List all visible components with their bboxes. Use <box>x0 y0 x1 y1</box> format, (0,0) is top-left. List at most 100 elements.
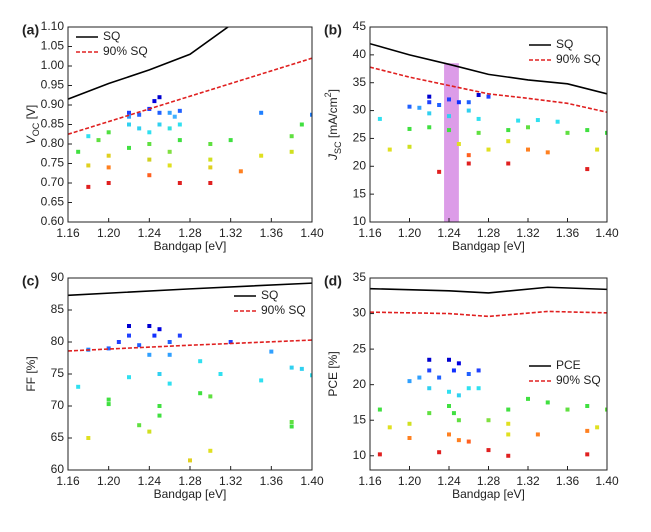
data-point <box>466 439 471 444</box>
data-point <box>427 368 432 373</box>
x-tick-label: 1.28 <box>178 474 202 488</box>
data-point <box>177 122 182 127</box>
data-point <box>177 333 182 338</box>
data-point <box>310 373 312 378</box>
data-point <box>188 458 192 463</box>
data-point <box>106 130 111 135</box>
data-point <box>476 130 481 135</box>
y-axis-label: PCE [%] <box>326 351 340 396</box>
data-point <box>447 432 451 437</box>
data-point <box>565 407 570 412</box>
data-point <box>208 165 213 170</box>
data-point <box>127 110 131 115</box>
data-point <box>555 119 560 124</box>
x-tick-label: 1.32 <box>219 474 243 488</box>
x-tick-label: 1.24 <box>138 474 162 488</box>
y-tick-label: 0.85 <box>41 117 65 131</box>
y-tick-label: 20 <box>353 377 367 391</box>
plot-frame <box>369 277 608 471</box>
data-point <box>157 95 162 100</box>
y-tick-label: 1.05 <box>41 39 65 53</box>
y-tick-label: 70 <box>51 398 65 412</box>
legend-label: 90% SQ <box>556 373 601 387</box>
data-point <box>447 389 451 394</box>
x-tick-label: 1.40 <box>595 474 619 488</box>
legend-label: SQ <box>103 29 120 43</box>
y-tick-label: 0.65 <box>41 195 65 209</box>
data-point <box>269 349 274 354</box>
x-tick-label: 1.32 <box>516 474 540 488</box>
data-point <box>585 452 590 457</box>
data-point <box>116 340 121 344</box>
data-point <box>289 420 294 424</box>
data-point <box>106 397 111 402</box>
data-point <box>545 400 550 405</box>
data-point <box>516 118 521 123</box>
panel-label: (b) <box>324 22 342 38</box>
data-point <box>198 391 203 396</box>
y-tick-label: 15 <box>353 186 367 200</box>
legend-label: PCE <box>556 358 581 372</box>
data-point <box>127 333 131 338</box>
data-point <box>152 333 157 338</box>
data-point <box>167 149 172 154</box>
x-tick-label: 1.32 <box>516 226 540 240</box>
y-tick-label: 1.00 <box>41 58 65 72</box>
data-point <box>289 365 294 370</box>
data-point <box>177 181 182 185</box>
data-point <box>486 418 491 423</box>
data-point <box>177 138 182 143</box>
plot-frame <box>67 26 313 223</box>
data-point <box>427 357 432 362</box>
y-axis-label-part: [mA/cm <box>326 97 340 141</box>
x-tick-label: 1.16 <box>358 226 382 240</box>
series-line <box>68 27 230 100</box>
y-axis-label-part: SC <box>333 141 343 154</box>
data-point <box>86 184 91 189</box>
data-point <box>486 448 491 453</box>
y-tick-label: 10 <box>353 214 367 228</box>
y-tick-label: 75 <box>51 366 65 380</box>
data-point <box>486 94 491 99</box>
data-point <box>427 125 432 130</box>
data-point <box>106 165 111 170</box>
data-point <box>526 125 530 130</box>
legend-label: 90% SQ <box>103 44 148 58</box>
data-point <box>218 372 223 376</box>
y-tick-label: 0.90 <box>41 97 65 111</box>
panel-label: (d) <box>324 273 342 289</box>
data-point <box>417 375 422 380</box>
data-point <box>407 126 412 131</box>
data-point <box>157 327 162 332</box>
data-point <box>476 386 481 391</box>
data-point <box>476 116 481 121</box>
data-point <box>456 438 461 443</box>
x-tick-label: 1.20 <box>97 474 121 488</box>
y-tick-label: 25 <box>353 341 367 355</box>
data-point <box>208 448 213 453</box>
data-point <box>137 343 142 348</box>
x-tick-label: 1.24 <box>437 474 461 488</box>
data-point <box>387 147 392 152</box>
data-point <box>466 386 471 391</box>
panel: 1.16 1.20 1.24 1.28 1.32 1.36 1.40 10 15 20 25 30 35… <box>324 270 619 501</box>
data-point <box>127 375 131 380</box>
x-tick-label: 1.36 <box>260 474 284 488</box>
data-point <box>476 368 481 373</box>
x-tick-label: 1.40 <box>300 226 324 240</box>
data-point <box>147 429 152 434</box>
data-point <box>127 145 131 150</box>
data-point <box>466 100 471 105</box>
x-axis-label: Bandgap [eV] <box>452 239 525 253</box>
panel-label: (a) <box>22 22 39 38</box>
data-point <box>167 163 172 168</box>
x-tick-label: 1.20 <box>398 226 422 240</box>
data-point <box>289 149 294 154</box>
x-tick-label: 1.16 <box>56 226 80 240</box>
x-axis-label: Bandgap [eV] <box>154 239 227 253</box>
plot-frame <box>67 277 313 471</box>
x-tick-label: 1.40 <box>300 474 324 488</box>
data-point <box>466 372 471 376</box>
legend-label: SQ <box>261 288 278 302</box>
